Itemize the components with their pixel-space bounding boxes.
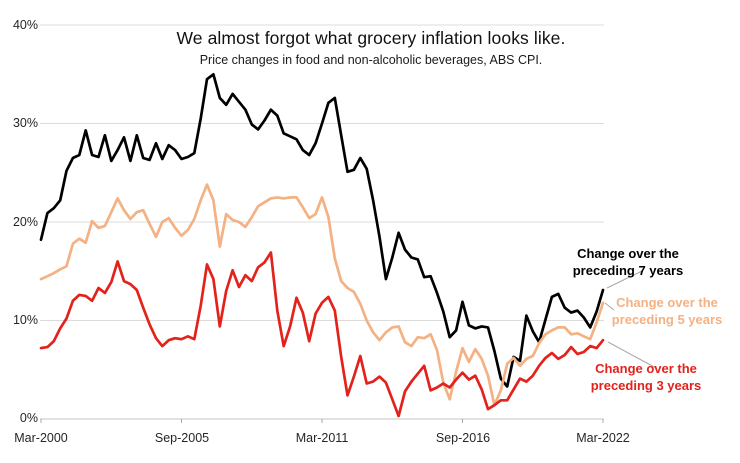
chart-subtitle: Price changes in food and non-alcoholic … <box>199 53 543 67</box>
y-axis-tick-label: 10% <box>12 313 38 327</box>
series-label-3-years: Change over the preceding 3 years <box>536 360 740 394</box>
series-label-7-years-line2: preceding 7 years <box>572 263 684 278</box>
y-axis-tick-label: 0% <box>19 411 38 425</box>
series-label-7-years: Change over the preceding 7 years <box>518 245 738 279</box>
x-axis-tick-label: Sep-2016 <box>435 431 491 445</box>
series-label-7-years-line1: Change over the <box>577 246 679 261</box>
x-axis-tick-label: Mar-2022 <box>576 431 630 445</box>
x-axis-tick-label: Mar-2000 <box>14 431 68 445</box>
x-axis-tick-label: Sep-2005 <box>154 431 210 445</box>
y-axis-tick-label: 20% <box>12 215 38 229</box>
series-label-5-years: Change over the preceding 5 years <box>557 294 740 328</box>
series-label-3-years-line1: Change over the <box>595 361 697 376</box>
x-axis-tick-label: Mar-2011 <box>295 431 349 445</box>
series-label-5-years-line2: preceding 5 years <box>611 312 723 327</box>
series-label-5-years-line1: Change over the <box>616 295 718 310</box>
series-label-3-years-line2: preceding 3 years <box>590 378 702 393</box>
y-axis-tick-label: 40% <box>12 18 38 32</box>
y-axis-tick-label: 30% <box>12 116 38 130</box>
chart-title: We almost forgot what grocery inflation … <box>176 28 566 48</box>
